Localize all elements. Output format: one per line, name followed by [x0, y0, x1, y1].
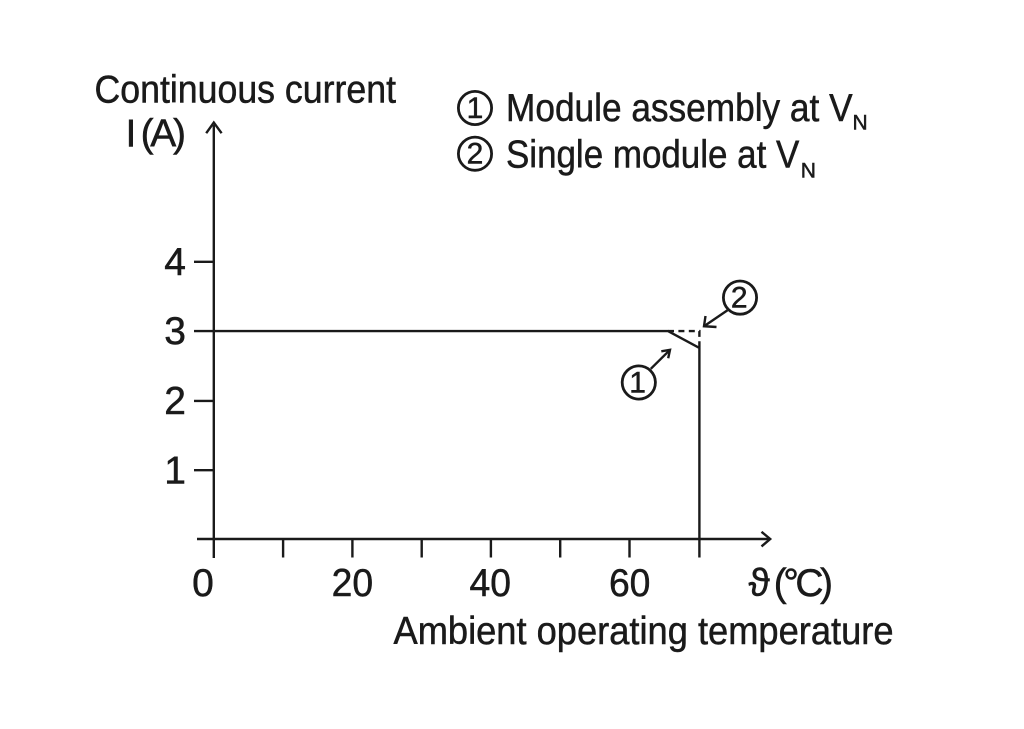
svg-text:Ambient operating temperature: Ambient operating temperature: [394, 610, 894, 653]
svg-text:20: 20: [332, 562, 374, 605]
svg-text:ϑ (°C): ϑ (°C): [749, 562, 834, 605]
svg-text:3: 3: [164, 310, 186, 353]
svg-text:4: 4: [164, 241, 186, 284]
svg-text:1: 1: [467, 92, 484, 125]
svg-text:40: 40: [470, 562, 512, 605]
svg-text:60: 60: [609, 562, 651, 605]
svg-text:0: 0: [192, 562, 214, 605]
svg-text:1: 1: [629, 367, 646, 400]
svg-text:2: 2: [467, 138, 484, 171]
svg-text:N: N: [801, 160, 816, 183]
svg-text:Single module at V: Single module at V: [506, 134, 799, 177]
svg-text:N: N: [853, 112, 868, 135]
svg-text:Continuous current: Continuous current: [95, 68, 397, 111]
svg-text:I (A): I (A): [126, 113, 187, 156]
svg-text:2: 2: [731, 282, 748, 315]
svg-text:Module assembly at V: Module assembly at V: [506, 87, 853, 130]
svg-text:2: 2: [164, 380, 186, 423]
svg-text:1: 1: [164, 449, 186, 492]
